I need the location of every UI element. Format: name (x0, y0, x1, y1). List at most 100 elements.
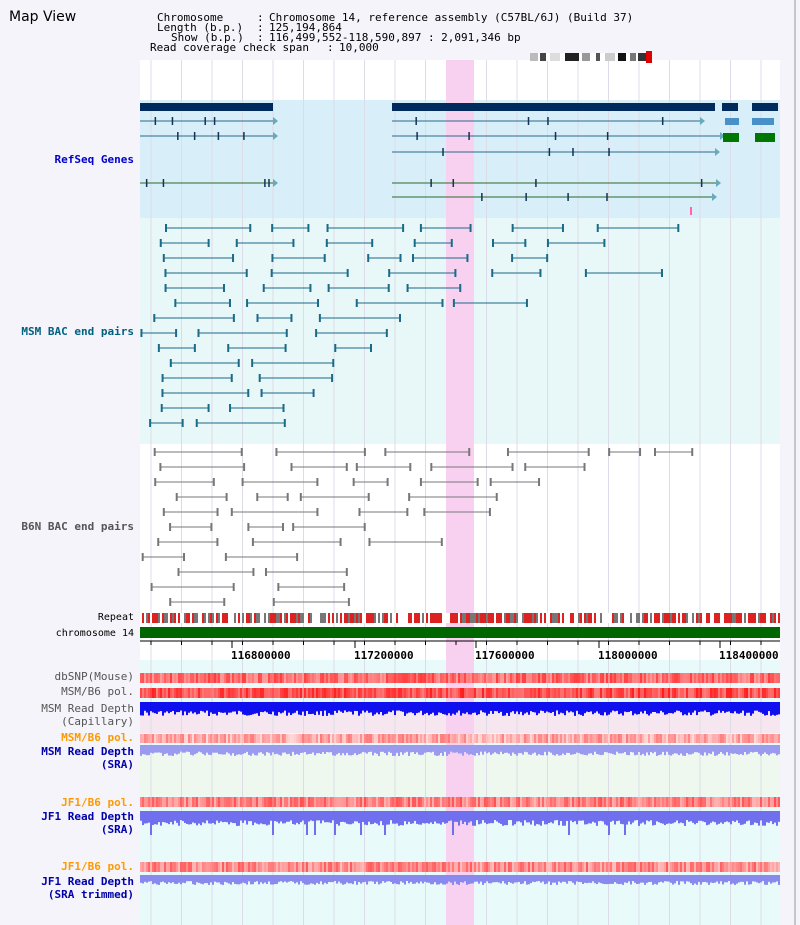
read-depth-bar (330, 811, 332, 823)
read-depth-bar (460, 811, 462, 821)
read-depth-bar (484, 875, 486, 884)
polymorphism-cell (266, 734, 268, 743)
polymorphism-cell (734, 862, 736, 872)
repeat-element (588, 613, 590, 623)
read-depth-bar (202, 811, 204, 823)
polymorphism-cell (178, 734, 180, 743)
polymorphism-cell (544, 862, 546, 872)
polymorphism-cell (508, 734, 510, 743)
read-depth-bar (572, 875, 574, 883)
polymorphism-cell (696, 734, 698, 743)
read-depth-bar (486, 745, 488, 754)
polymorphism-cell (736, 688, 738, 698)
track-label-b6n-bac[interactable]: B6N BAC end pairs (21, 520, 134, 533)
polymorphism-cell (190, 734, 192, 743)
track-label-msm-bac[interactable]: MSM BAC end pairs (21, 325, 134, 338)
polymorphism-cell (424, 797, 426, 807)
repeat-element (652, 613, 654, 623)
repeat-element (230, 613, 232, 623)
polymorphism-cell (146, 688, 148, 698)
read-depth-bar (758, 811, 760, 826)
read-depth-bar (566, 702, 568, 711)
read-depth-bar (232, 811, 234, 823)
read-depth-bar (692, 702, 694, 713)
repeat-element (196, 613, 198, 623)
read-depth-bar (542, 745, 544, 756)
read-depth-bar (712, 811, 714, 822)
read-depth-bar (650, 811, 652, 821)
polymorphism-cell (150, 673, 152, 683)
polymorphism-cell (294, 688, 296, 698)
polymorphism-cell (742, 673, 744, 683)
polymorphism-cell (348, 797, 350, 807)
read-depth-bar (520, 811, 522, 823)
polymorphism-cell (480, 862, 482, 872)
track-label-refseq[interactable]: RefSeq Genes (54, 153, 134, 166)
read-depth-bar (214, 875, 216, 882)
polymorphism-cell (476, 797, 478, 807)
polymorphism-cell (740, 734, 742, 743)
polymorphism-cell (248, 688, 250, 698)
polymorphism-cell (456, 797, 458, 807)
polymorphism-cell (244, 673, 246, 683)
repeat-element (238, 613, 240, 623)
read-depth-bar (582, 745, 584, 755)
read-depth-bar (728, 811, 730, 823)
read-depth-bar (140, 875, 142, 883)
read-depth-bar (180, 811, 182, 821)
polymorphism-cell (588, 862, 590, 872)
polymorphism-cell (520, 862, 522, 872)
repeat-element (702, 613, 704, 623)
read-depth-bar (332, 811, 334, 821)
repeat-element (336, 613, 338, 623)
read-depth-bar (778, 875, 780, 885)
read-depth-bar (512, 875, 514, 884)
read-depth-bar (530, 745, 532, 755)
polymorphism-cell (598, 862, 600, 872)
polymorphism-cell (328, 862, 330, 872)
polymorphism-cell (578, 734, 580, 743)
read-depth-bar (744, 702, 746, 716)
read-depth-bar (762, 745, 764, 754)
repeat-element (716, 613, 718, 623)
polymorphism-cell (538, 688, 540, 698)
repeat-element (654, 613, 656, 623)
repeat-element (264, 613, 266, 623)
polymorphism-cell (744, 862, 746, 872)
read-depth-bar (556, 702, 558, 711)
polymorphism-cell (682, 862, 684, 872)
coverage-value: 10,000 (339, 41, 379, 54)
polymorphism-cell (468, 688, 470, 698)
repeat-element (204, 613, 206, 623)
polymorphism-cell (412, 862, 414, 872)
read-depth-bar (602, 811, 604, 822)
read-depth-bar (710, 875, 712, 883)
polymorphism-cell (224, 797, 226, 807)
read-depth-bar (424, 745, 426, 753)
repeat-element (722, 613, 724, 623)
polymorphism-cell (542, 734, 544, 743)
read-depth-bar (776, 875, 778, 882)
read-depth-bar (642, 811, 644, 823)
read-depth-bar (188, 875, 190, 882)
read-depth-bar (318, 811, 320, 821)
read-depth-bar (564, 875, 566, 882)
polymorphism-cell (430, 797, 432, 807)
repeat-element (574, 613, 576, 623)
repeat-element (592, 613, 594, 623)
polymorphism-cell (470, 797, 472, 807)
read-depth-bar (674, 702, 676, 713)
repeat-element (510, 613, 512, 623)
repeat-element (678, 613, 680, 623)
repeat-element (180, 613, 182, 623)
read-depth-bar (330, 875, 332, 883)
repeat-element (508, 613, 510, 623)
read-depth-bar (524, 702, 526, 714)
polymorphism-cell (152, 862, 154, 872)
polymorphism-cell (376, 862, 378, 872)
polymorphism-cell (166, 673, 168, 683)
read-depth-bar (166, 811, 168, 824)
read-depth-bar (190, 702, 192, 712)
read-depth-bar (436, 702, 438, 716)
